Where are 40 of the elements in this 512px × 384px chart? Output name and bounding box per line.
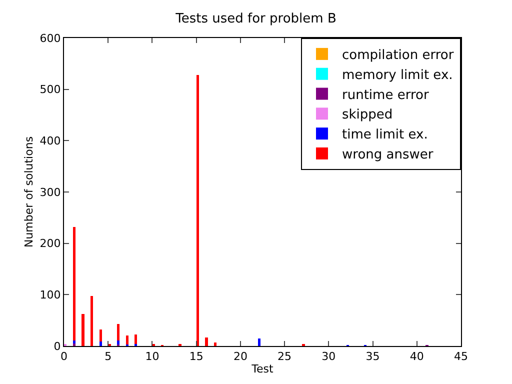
bar <box>72 340 76 344</box>
y-tick-label: 400 <box>40 134 61 148</box>
x-tick-label: 45 <box>454 350 468 364</box>
bar <box>116 340 120 344</box>
bar <box>90 296 94 346</box>
bar <box>82 314 84 346</box>
bar <box>205 337 208 346</box>
x-tick-label: 20 <box>233 350 248 364</box>
x-axis-title: Test <box>250 362 274 376</box>
chart-title: Tests used for problem B <box>174 12 336 27</box>
bar <box>214 342 217 346</box>
y-tick-label: 200 <box>40 237 61 250</box>
y-tick-label: 300 <box>40 186 61 199</box>
x-tick-label: 30 <box>322 350 336 364</box>
y-tick-label: 600 <box>40 32 61 45</box>
bar <box>258 338 261 346</box>
x-tick-label: 5 <box>104 350 112 364</box>
bar <box>72 343 76 346</box>
legend-label: wrong answer <box>342 148 434 163</box>
bar <box>116 324 120 340</box>
x-tick-label: 40 <box>410 350 424 364</box>
bar <box>196 74 199 346</box>
bar <box>99 341 102 346</box>
legend-label: runtime error <box>342 88 430 103</box>
x-tick-label: 25 <box>278 350 292 364</box>
legend-label: time limit ex. <box>342 128 428 143</box>
y-tick-label: 500 <box>40 83 61 96</box>
legend-label: memory limit ex. <box>342 68 453 83</box>
bar <box>134 334 138 344</box>
bar <box>99 330 102 342</box>
y-tick-label: 0 <box>54 340 61 353</box>
legend-label: compilation error <box>342 48 454 64</box>
y-axis-title: Number of solutions <box>22 136 36 248</box>
bar <box>126 336 128 344</box>
legend-label: skipped <box>342 108 393 123</box>
bar <box>72 226 76 340</box>
x-tick-label: 15 <box>189 350 204 364</box>
y-tick-label: 100 <box>40 288 61 302</box>
x-tick-label: 10 <box>145 350 160 364</box>
x-tick-label: 35 <box>366 350 380 364</box>
